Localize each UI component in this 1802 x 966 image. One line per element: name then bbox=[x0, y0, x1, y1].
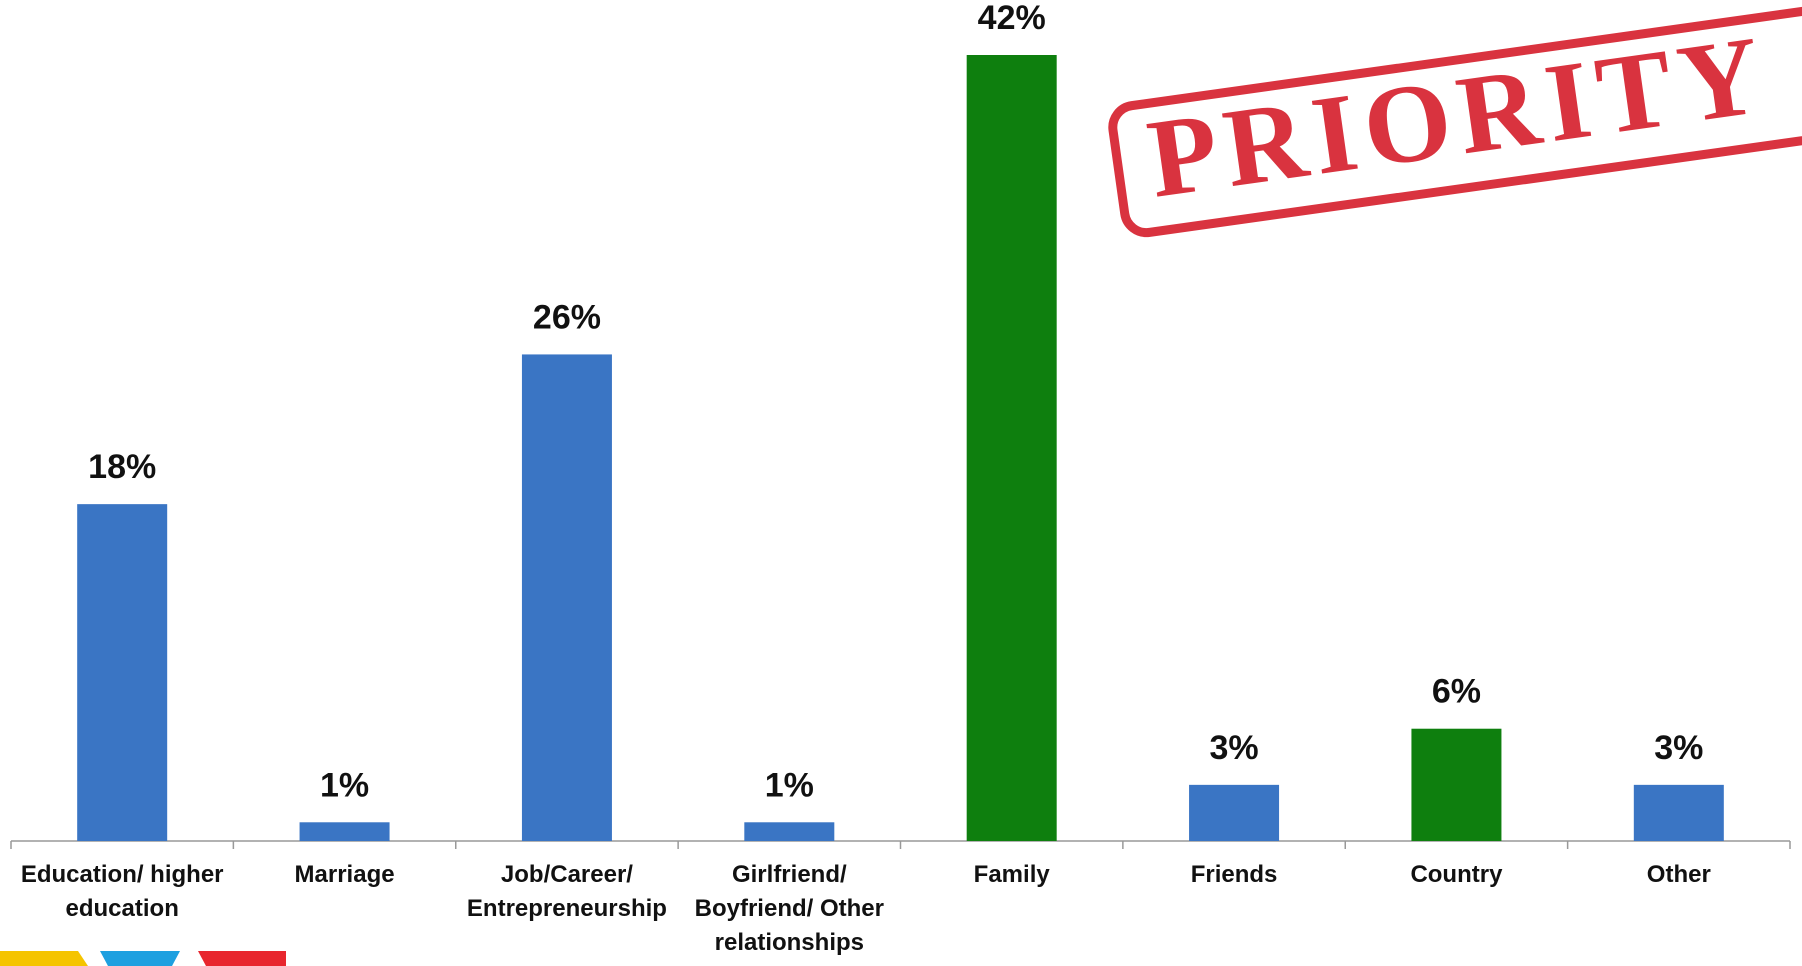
bar bbox=[1411, 728, 1502, 841]
x-tick-label: Girlfriend/ Boyfriend/ Other relationshi… bbox=[694, 861, 884, 956]
x-tick-label: Job/Career/ Entrepreneurship bbox=[466, 861, 667, 922]
bar bbox=[299, 822, 390, 841]
logo-red bbox=[198, 951, 286, 966]
x-tick-label: Education/ higher education bbox=[20, 861, 224, 922]
value-label: 6% bbox=[1432, 673, 1481, 711]
stamp-border bbox=[1108, 0, 1802, 238]
bar bbox=[521, 354, 612, 841]
value-label: 1% bbox=[765, 766, 814, 804]
value-label: 3% bbox=[1654, 729, 1703, 767]
value-label: 3% bbox=[1209, 729, 1258, 767]
x-tick-label: Other bbox=[1646, 861, 1711, 888]
value-label: 1% bbox=[320, 766, 369, 804]
value-label: 42% bbox=[978, 0, 1046, 37]
bar bbox=[744, 822, 835, 841]
value-label: 26% bbox=[533, 298, 601, 336]
priority-stamp: PRIORITY bbox=[1108, 0, 1802, 238]
bar bbox=[1189, 784, 1280, 841]
x-tick-label: Family bbox=[973, 861, 1050, 888]
value-label: 18% bbox=[88, 448, 156, 486]
logo-yellow bbox=[0, 951, 88, 966]
bar bbox=[966, 55, 1057, 841]
x-tick-label: Friends bbox=[1190, 861, 1278, 888]
x-tick-label: Marriage bbox=[294, 861, 395, 888]
logo-blue bbox=[100, 951, 180, 966]
x-tick-label: Country bbox=[1410, 861, 1503, 888]
bar bbox=[77, 504, 168, 841]
bar bbox=[1633, 784, 1724, 841]
